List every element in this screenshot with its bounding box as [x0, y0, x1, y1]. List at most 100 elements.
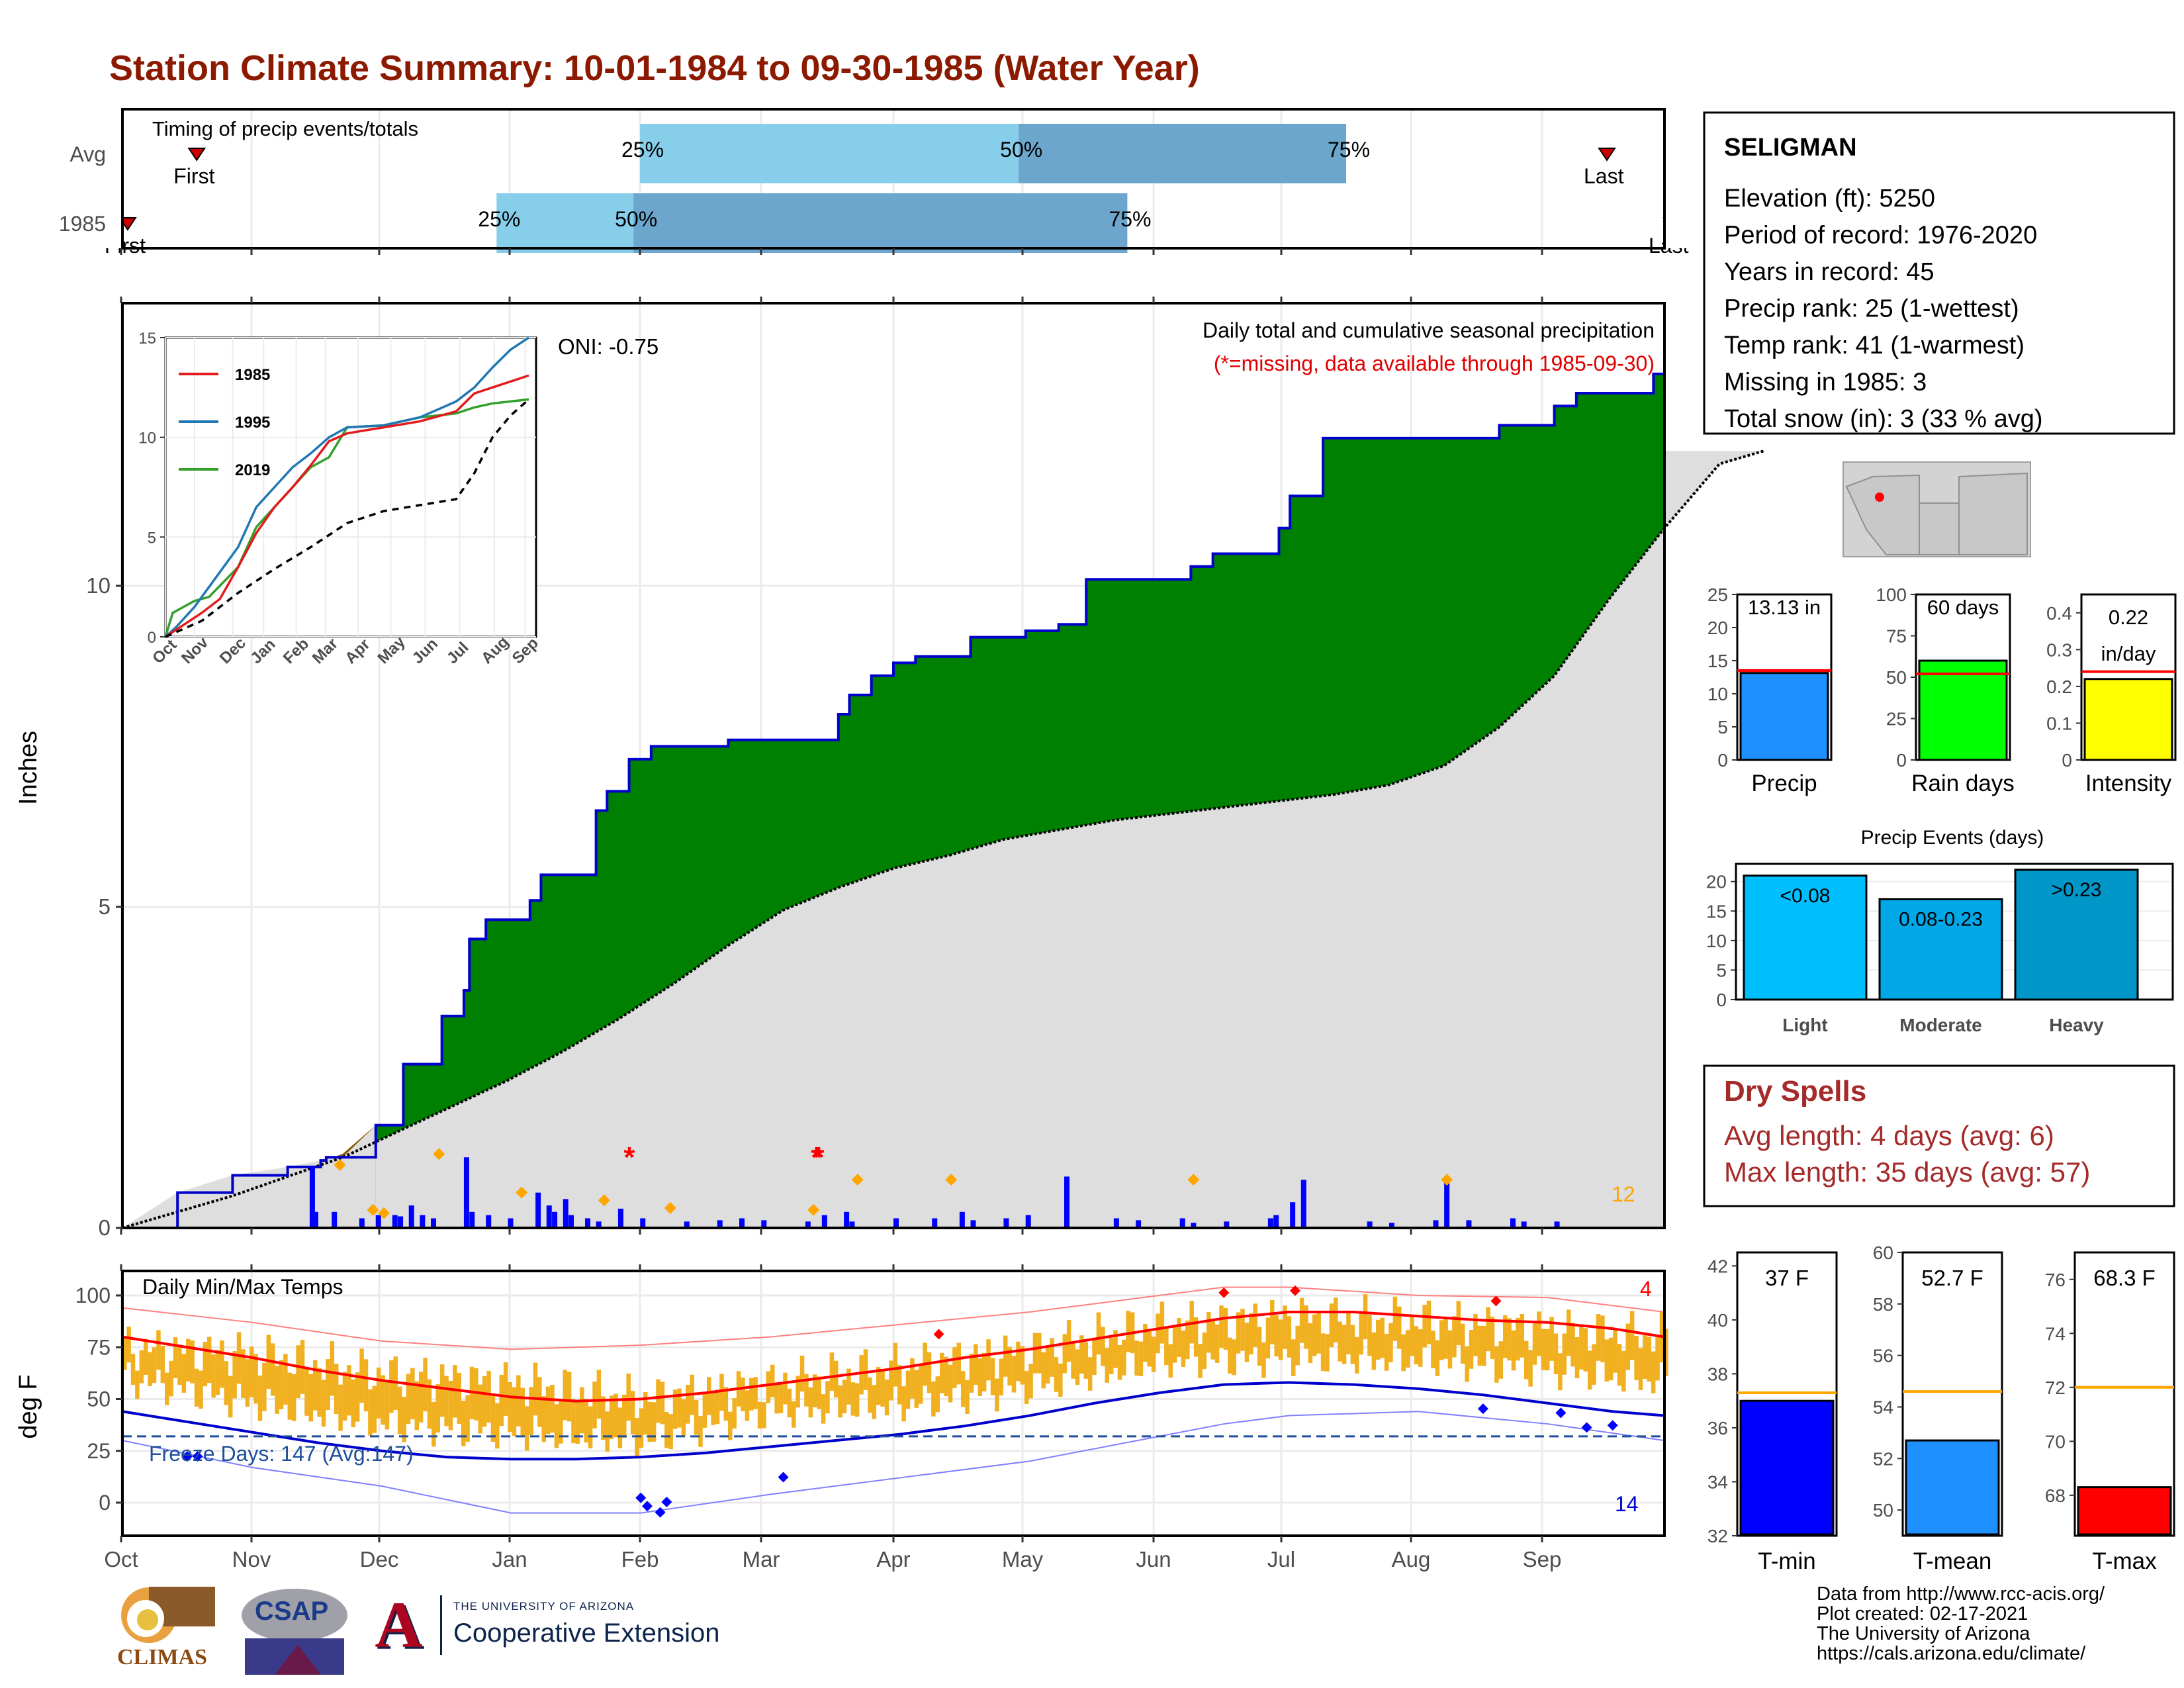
daily-precip-bar: [893, 1218, 899, 1228]
daily-temp-bar: [1058, 1363, 1063, 1397]
daily-temp-bar: [478, 1384, 482, 1434]
daily-precip-bar: [596, 1221, 602, 1228]
daily-temp-bar: [1151, 1336, 1156, 1372]
daily-temp-bar: [868, 1377, 872, 1413]
csap-logo[interactable]: CSAP: [235, 1582, 354, 1681]
footer-line: Plot created: 02-17-2021: [1817, 1603, 2028, 1624]
daily-precip-bar: [805, 1221, 811, 1228]
daily-temp-bar: [681, 1399, 686, 1436]
daily-temp-bar: [389, 1360, 394, 1413]
precip-y-axis-label: Inches: [15, 731, 42, 805]
temp-panel-label: Daily Min/Max Temps: [142, 1275, 343, 1299]
daily-temp-bar: [342, 1372, 347, 1421]
precip-events-bar-label: >0.23: [2052, 879, 2102, 901]
heavy-day-marker: [334, 1158, 346, 1171]
daily-temp-bar: [1024, 1370, 1029, 1405]
mini-chart-tick-label: 0.3: [2046, 639, 2072, 660]
daily-temp-bar: [1621, 1350, 1626, 1392]
daily-temp-bar: [1138, 1341, 1144, 1376]
daily-temp-bar: [1105, 1348, 1109, 1383]
daily-temp-bar: [1177, 1317, 1181, 1357]
daily-temp-bar: [1617, 1344, 1622, 1386]
daily-temp-bar: [453, 1365, 457, 1418]
daily-temp-bar: [203, 1341, 208, 1387]
precip-events-bar-label: <0.08: [1780, 885, 1831, 907]
y-tick-label: 0: [99, 1215, 111, 1240]
daily-temp-bar: [796, 1376, 800, 1408]
daily-temp-bar: [1477, 1325, 1482, 1366]
daily-temp-bar: [664, 1412, 669, 1448]
daily-temp-bar: [279, 1360, 284, 1409]
daily-temp-bar: [448, 1380, 453, 1430]
daily-temp-bar: [715, 1389, 720, 1425]
daily-temp-bar: [1600, 1315, 1605, 1362]
daily-temp-bar: [1363, 1293, 1368, 1340]
daily-temp-bar: [829, 1352, 835, 1391]
daily-temp-bar: [262, 1362, 267, 1411]
daily-temp-bar: [1041, 1352, 1046, 1389]
mini-chart-tick-label: 0: [1896, 750, 1907, 771]
daily-temp-bar: [918, 1365, 923, 1404]
daily-precip-bar: [1025, 1215, 1031, 1228]
mini-chart-tick-label: 0.1: [2046, 713, 2072, 733]
precip-events-bar: [1878, 898, 2003, 1001]
ua-logo[interactable]: A THE UNIVERSITY OF ARIZONA Cooperative …: [367, 1592, 751, 1671]
daily-temp-bar: [529, 1387, 533, 1436]
mini-chart-value: 60 days: [1927, 596, 1999, 619]
location-map[interactable]: [1843, 461, 2031, 557]
daily-temp-bar: [351, 1380, 356, 1428]
record-cold-marker: [1607, 1420, 1618, 1431]
daily-temp-bar: [1524, 1340, 1529, 1380]
daily-precip-bar: [486, 1215, 492, 1228]
station-info-box: [1703, 111, 2175, 435]
daily-temp-bar: [283, 1354, 288, 1405]
daily-temp-bar: [482, 1376, 487, 1427]
daily-precip-bar: [1224, 1221, 1230, 1228]
daily-temp-bar: [1283, 1305, 1287, 1349]
precip-events-tick-label: 5: [1716, 960, 1727, 980]
climas-logo-text: CLIMAS: [116, 1645, 208, 1669]
daily-temp-bar: [1355, 1336, 1359, 1374]
daily-temp-bar: [1367, 1315, 1372, 1356]
daily-temp-bar: [559, 1399, 563, 1444]
daily-temp-bar: [1312, 1314, 1317, 1356]
missing-marker: *: [811, 1141, 823, 1174]
daily-temp-bar: [139, 1350, 144, 1383]
daily-temp-bar: [1516, 1317, 1520, 1361]
daily-temp-bar: [236, 1332, 242, 1384]
temp-summary-tick-label: 74: [2045, 1323, 2066, 1344]
daily-temp-bar: [1270, 1299, 1275, 1344]
daily-temp-bar: [512, 1387, 517, 1436]
first-label: First: [173, 164, 214, 188]
daily-temp-bar: [1287, 1316, 1292, 1358]
daily-temp-bar: [1232, 1339, 1236, 1376]
y-tick-label: 0: [99, 1491, 111, 1515]
mini-chart-tick-label: 0: [1717, 750, 1728, 771]
daily-temp-bar: [931, 1381, 936, 1417]
climas-logo[interactable]: CLIMAS: [109, 1579, 222, 1685]
daily-temp-bar: [990, 1358, 995, 1395]
daily-temp-bar: [1465, 1346, 1469, 1382]
precip-events-title: Precip Events (days): [1861, 827, 2044, 849]
dry-spells-box: [1703, 1064, 2175, 1207]
daily-temp-bar: [1490, 1317, 1495, 1360]
daily-temp-bar: [774, 1385, 779, 1414]
daily-temp-bar: [1338, 1321, 1342, 1362]
daily-temp-bar: [1134, 1340, 1139, 1376]
daily-temp-bar: [321, 1380, 326, 1427]
daily-temp-bar: [1295, 1325, 1300, 1366]
timing-pct-label: 25%: [621, 138, 664, 162]
daily-temp-bar: [1202, 1332, 1207, 1370]
daily-precip-bar: [821, 1215, 827, 1228]
record-cold-marker: [1477, 1403, 1488, 1415]
daily-temp-bar: [1579, 1326, 1584, 1370]
daily-temp-bar: [520, 1387, 525, 1436]
daily-temp-bar: [838, 1385, 842, 1418]
daily-temp-bar: [1384, 1333, 1389, 1371]
daily-temp-bar: [1435, 1340, 1440, 1376]
daily-temp-bar: [1223, 1307, 1228, 1350]
daily-temp-bar: [1481, 1325, 1486, 1366]
precip-panel-header: Daily total and cumulative seasonal prec…: [1203, 318, 1655, 342]
daily-temp-bar: [783, 1372, 788, 1405]
daily-temp-bar: [432, 1401, 436, 1447]
